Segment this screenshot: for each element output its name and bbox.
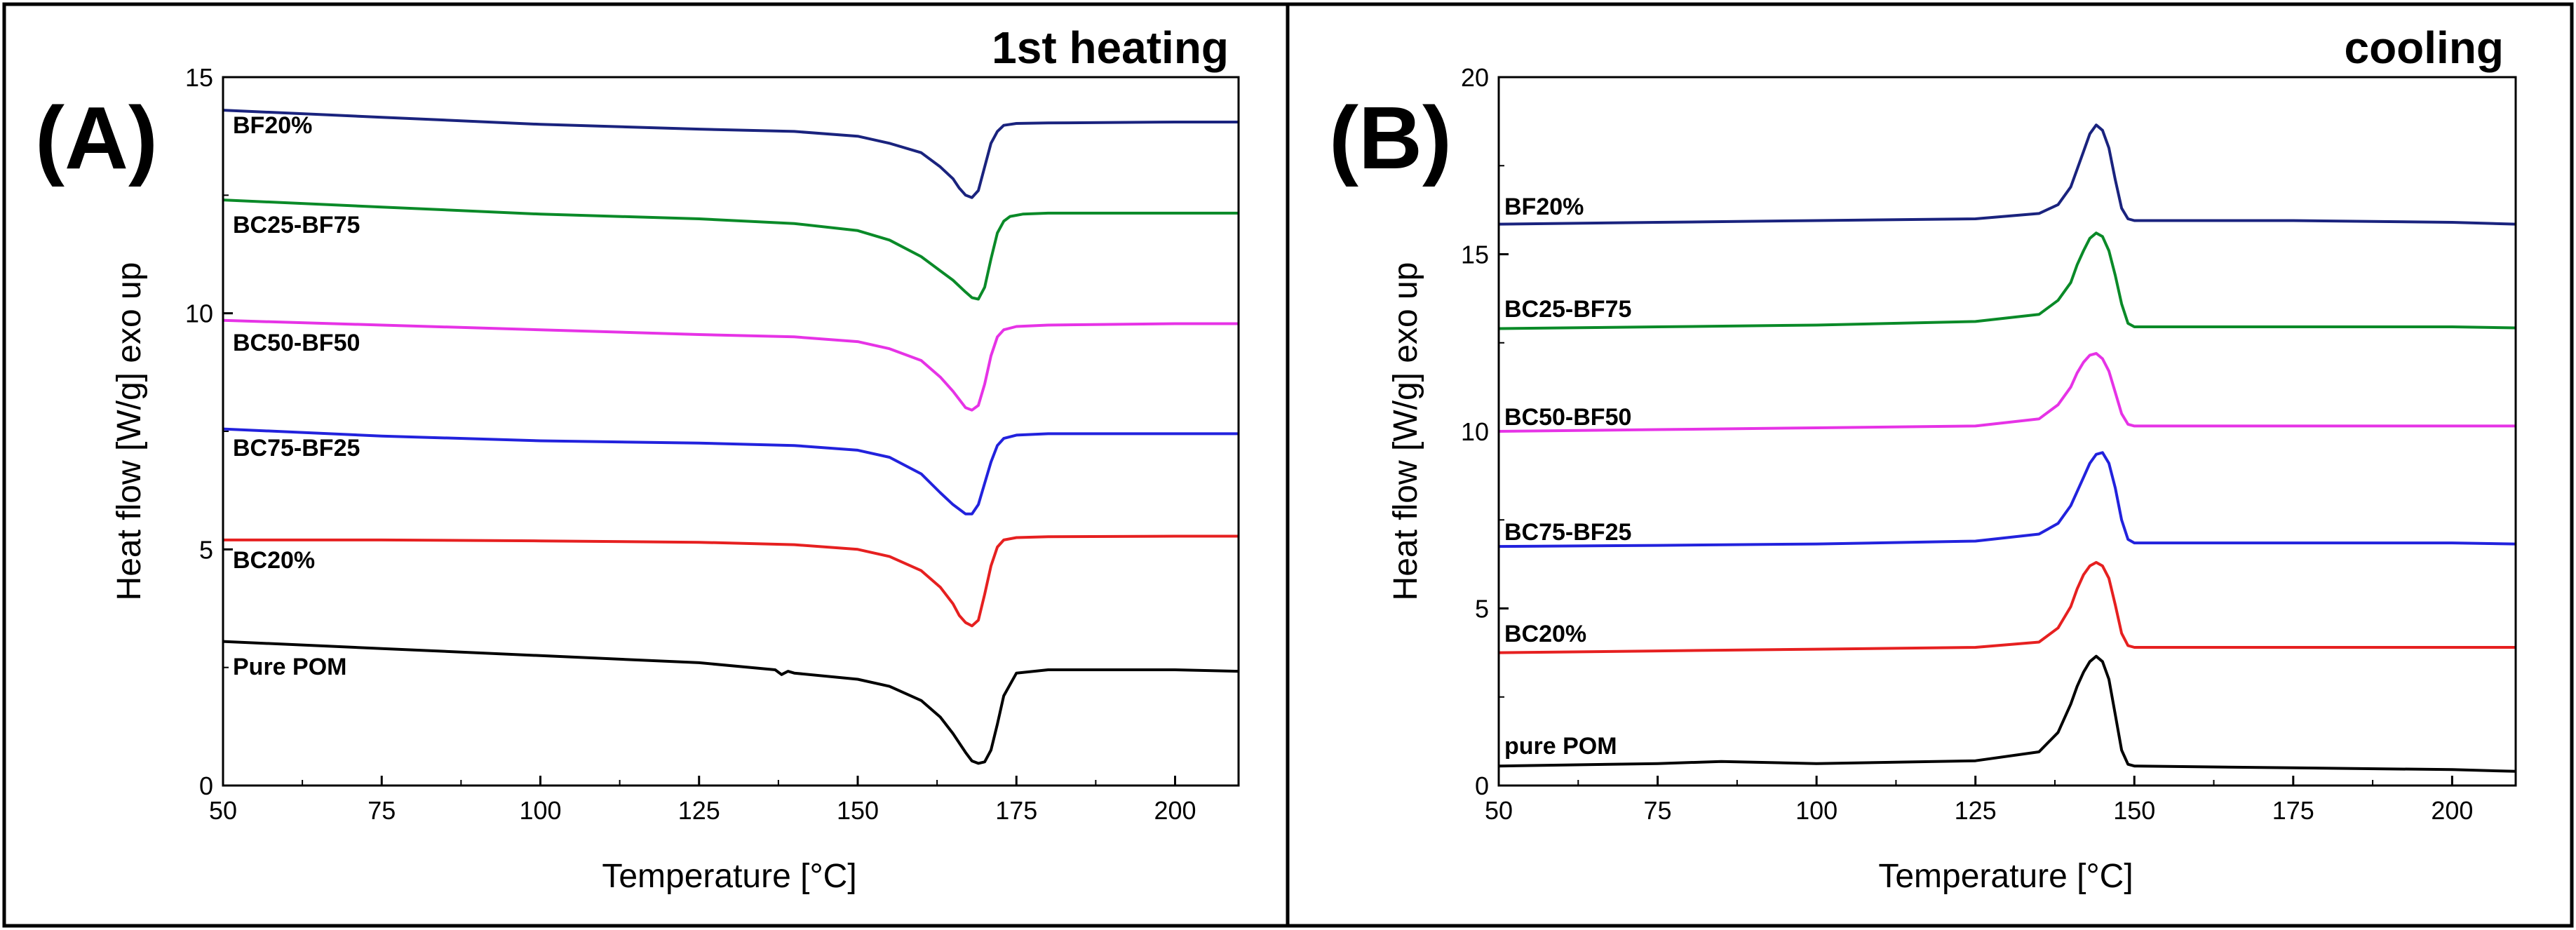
x-tick-label: 200 xyxy=(2431,796,2473,825)
y-tick-label: 15 xyxy=(1461,241,1489,269)
series-line-pure-pom xyxy=(1498,654,2516,773)
x-tick-label: 75 xyxy=(1644,796,1672,825)
x-tick-label: 200 xyxy=(1154,796,1196,825)
panel-a-label: (A) xyxy=(35,88,158,187)
y-tick-label: 5 xyxy=(199,535,213,564)
series-label: BC75-BF25 xyxy=(233,435,360,461)
panel-b-plot-area xyxy=(1497,76,2517,787)
series-line-bc75-bf25 xyxy=(1498,451,2516,548)
y-tick-label: 0 xyxy=(199,771,213,800)
series-label: BF20% xyxy=(1504,194,1584,220)
panel-a-title: 1st heating xyxy=(992,22,1229,73)
panel-a-x-axis-label: Temperature [°C] xyxy=(602,858,856,895)
series-label: BF20% xyxy=(233,112,312,139)
series-label: BC20% xyxy=(1504,621,1586,647)
series-line-bc20- xyxy=(223,534,1239,628)
x-tick-label: 50 xyxy=(1485,796,1513,825)
y-tick-label: 15 xyxy=(185,63,213,92)
series-line-bc20- xyxy=(1498,560,2516,654)
x-tick-label: 150 xyxy=(2113,796,2155,825)
x-tick-label: 175 xyxy=(995,796,1037,825)
series-line-bc75-bf25 xyxy=(222,427,1239,515)
series-label: BC50-BF50 xyxy=(1504,404,1631,431)
x-tick-label: 50 xyxy=(209,796,237,825)
series-line-bf20- xyxy=(1498,123,2516,226)
series-label: BC50-BF50 xyxy=(233,330,360,356)
panel-a-chart: (A) 1st heating Heat flow [W/g] exo up T… xyxy=(2,2,1290,928)
series-label: BC20% xyxy=(233,547,315,574)
panel-a-y-axis-label: Heat flow [W/g] exo up xyxy=(111,262,148,601)
series-label: pure POM xyxy=(1504,733,1617,760)
series-line-bc25-bf75 xyxy=(1498,231,2516,330)
y-tick-label: 10 xyxy=(185,299,213,328)
panel-b-x-axis-label: Temperature [°C] xyxy=(1878,858,2133,895)
x-tick-label: 150 xyxy=(837,796,879,825)
series-label: BC25-BF75 xyxy=(1504,296,1631,323)
series-line-bc50-bf50 xyxy=(1498,351,2516,433)
panel-b-label: (B) xyxy=(1329,88,1452,187)
x-tick-label: 125 xyxy=(678,796,720,825)
panel-a-plot-area xyxy=(222,76,1240,787)
panel-b-frame xyxy=(1286,2,2574,928)
series-line-bc50-bf50 xyxy=(222,318,1239,412)
y-tick-label: 10 xyxy=(1461,417,1489,446)
series-label: Pure POM xyxy=(233,654,346,680)
series-line-bc25-bf75 xyxy=(222,198,1239,301)
x-tick-label: 100 xyxy=(519,796,561,825)
x-tick-label: 175 xyxy=(2272,796,2314,825)
series-line-bf20- xyxy=(222,109,1239,199)
panel-b-chart: (B) cooling Heat flow [W/g] exo up Tempe… xyxy=(1286,2,2574,928)
series-label: BC25-BF75 xyxy=(233,212,360,238)
series-line-pure-pom xyxy=(222,640,1239,765)
x-tick-label: 100 xyxy=(1795,796,1837,825)
y-tick-label: 5 xyxy=(1475,595,1489,624)
series-label: BC75-BF25 xyxy=(1504,519,1631,546)
panel-b-y-axis-label: Heat flow [W/g] exo up xyxy=(1387,262,1424,601)
y-tick-label: 0 xyxy=(1475,771,1489,800)
x-tick-label: 125 xyxy=(1955,796,1997,825)
y-tick-label: 20 xyxy=(1461,63,1489,92)
x-tick-label: 75 xyxy=(367,796,396,825)
panel-b-title: cooling xyxy=(2344,22,2504,73)
